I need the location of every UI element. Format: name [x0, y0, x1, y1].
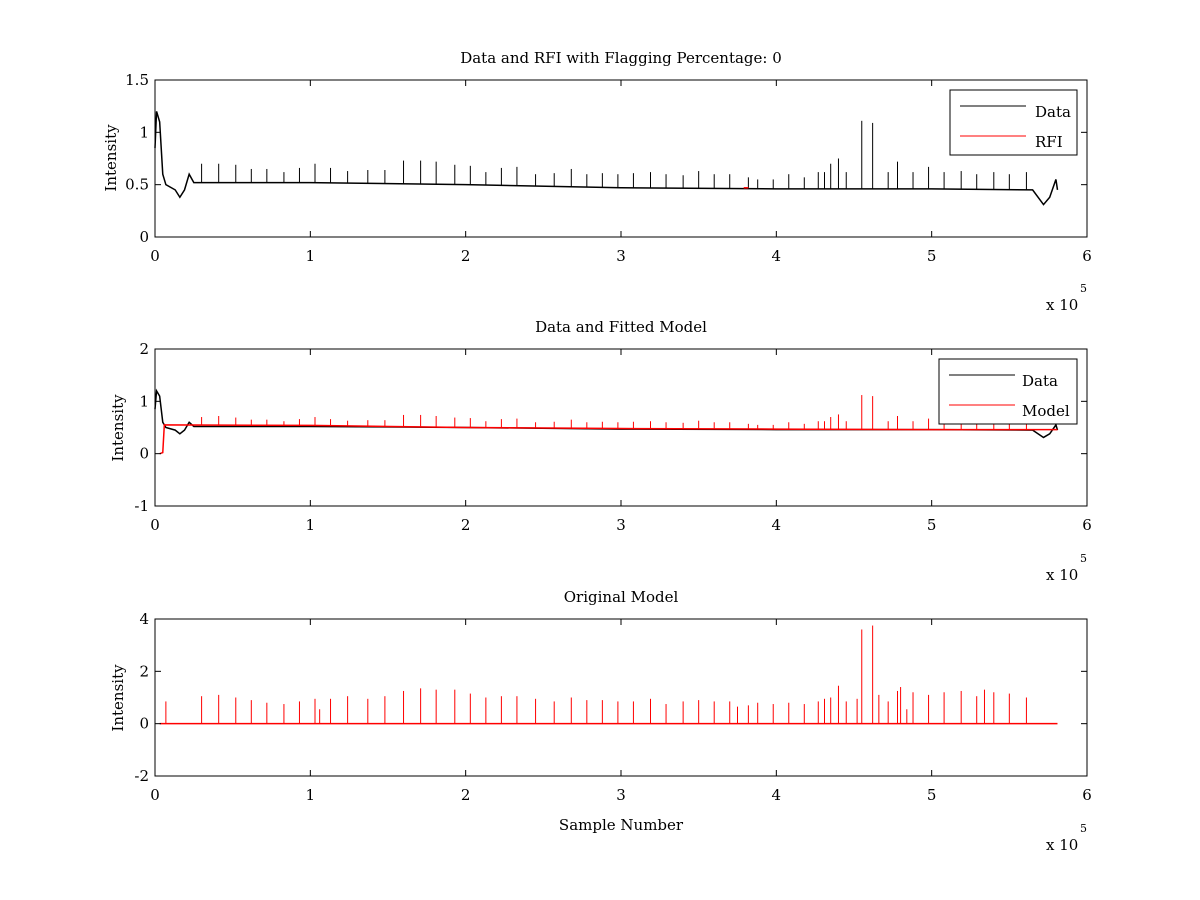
chart-2-y-tick-label: 1	[139, 392, 149, 410]
chart-2-x-tick-label: 0	[150, 516, 160, 534]
chart-2-ylabel: Intensity	[109, 394, 127, 462]
chart-panel-2: Data and Fitted Model Intensity x 10 5 0…	[109, 318, 1092, 584]
chart-2-y-tick-label: 0	[139, 445, 149, 463]
chart-1-x-tick-label: 4	[772, 247, 782, 265]
chart-2-x-tick-label: 5	[927, 516, 937, 534]
chart-3-xlabel: Sample Number	[559, 816, 684, 834]
chart-1-y-tick-label: 1.5	[125, 71, 149, 89]
chart-2-x-tick-label: 2	[461, 516, 471, 534]
chart-1-y-tick-label: 0	[139, 228, 149, 246]
chart-panel-3: Original Model Intensity Sample Number x…	[109, 588, 1092, 854]
chart-2-x-multiplier-exponent: 5	[1080, 552, 1087, 565]
chart-2-x-multiplier: x 10	[1046, 566, 1078, 584]
chart-1-legend-label-rfi: RFI	[1035, 133, 1063, 151]
chart-3-ylabel: Intensity	[109, 664, 127, 732]
chart-1-y-tick-label: 1	[139, 123, 149, 141]
chart-1-x-tick-label: 1	[306, 247, 316, 265]
chart-3-y-tick-label: 4	[139, 610, 149, 628]
chart-1-x-tick-label: 2	[461, 247, 471, 265]
chart-2-legend-label-data: Data	[1022, 372, 1058, 390]
chart-1-x-tick-label: 0	[150, 247, 160, 265]
chart-1-ylabel: Intensity	[102, 124, 120, 192]
chart-2-series-data-line	[154, 388, 1059, 439]
chart-3-x-tick-label: 2	[461, 786, 471, 804]
chart-2-y-tick-label: 2	[139, 340, 149, 358]
chart-2-series-model-line	[159, 424, 1058, 455]
chart-2-legend: Data Model	[938, 358, 1078, 425]
chart-panel-1: Data and RFI with Flagging Percentage: 0…	[102, 49, 1092, 314]
chart-1-series-data-line	[154, 111, 1059, 206]
chart-3-x-tick-label: 5	[927, 786, 937, 804]
chart-1-x-tick-label: 5	[927, 247, 937, 265]
chart-2-y-tick-label: -1	[134, 497, 149, 515]
chart-2-title: Data and Fitted Model	[535, 318, 707, 336]
chart-1-x-multiplier: x 10	[1046, 296, 1078, 314]
chart-1-x-tick-label: 3	[616, 247, 626, 265]
chart-3-x-multiplier: x 10	[1046, 836, 1078, 854]
chart-1-title: Data and RFI with Flagging Percentage: 0	[460, 49, 782, 67]
chart-2-x-tick-label: 3	[616, 516, 626, 534]
chart-3-x-tick-label: 3	[616, 786, 626, 804]
chart-3-x-multiplier-exponent: 5	[1080, 822, 1087, 835]
chart-3-x-tick-label: 1	[306, 786, 316, 804]
chart-3-y-tick-label: 2	[139, 662, 149, 680]
chart-2-x-tick-label: 6	[1082, 516, 1092, 534]
chart-1-x-multiplier-exponent: 5	[1080, 282, 1087, 295]
chart-3-title: Original Model	[564, 588, 679, 606]
chart-1-y-tick-label: 0.5	[125, 176, 149, 194]
chart-3-y-tick-label: 0	[139, 715, 149, 733]
chart-1-legend-box	[949, 89, 1078, 156]
chart-1-legend-label-data: Data	[1035, 103, 1071, 121]
chart-2-x-tick-label: 1	[306, 516, 316, 534]
chart-3-x-tick-label: 4	[772, 786, 782, 804]
chart-1-x-tick-label: 6	[1082, 247, 1092, 265]
chart-2-x-tick-label: 4	[772, 516, 782, 534]
chart-3-x-tick-label: 6	[1082, 786, 1092, 804]
chart-3-x-tick-label: 0	[150, 786, 160, 804]
chart-2-legend-label-model: Model	[1022, 402, 1070, 420]
chart-1-legend: Data RFI	[949, 89, 1078, 156]
chart-3-y-tick-label: -2	[134, 767, 149, 785]
chart-2-legend-box	[938, 358, 1078, 425]
